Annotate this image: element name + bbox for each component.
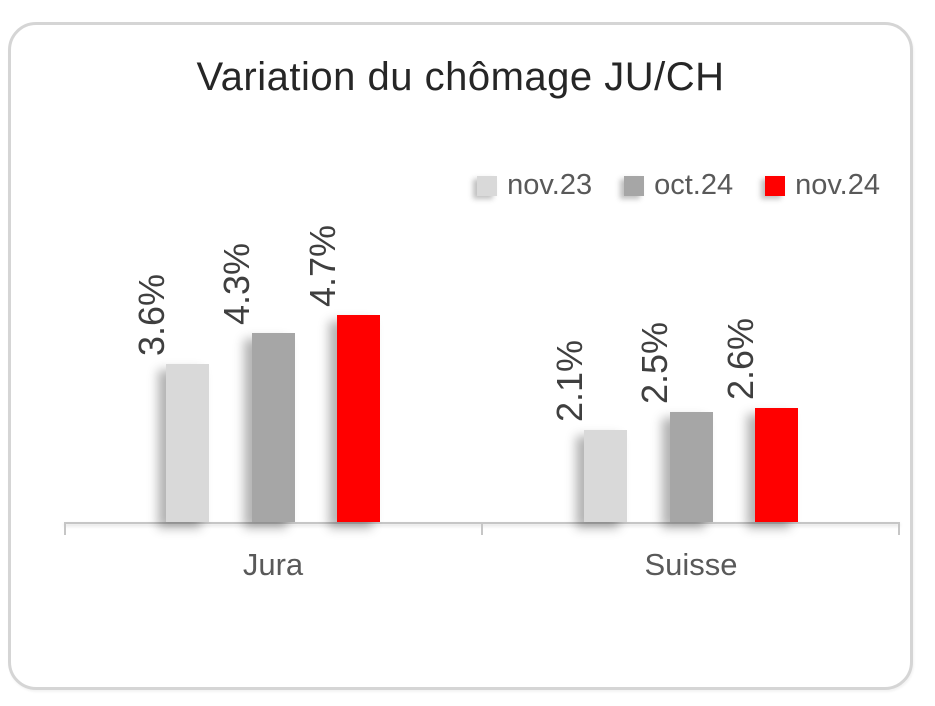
bar-nov24-jura	[337, 315, 380, 522]
x-axis-tick-middle	[481, 522, 483, 535]
legend-swatch-icon	[624, 175, 645, 196]
legend-item-nov24: nov.24	[765, 169, 880, 202]
bar-nov23-suisse	[584, 429, 627, 522]
bar-nov23-jura	[166, 363, 209, 522]
bar-value-label: 2.6%	[719, 317, 761, 400]
legend-label: oct.24	[654, 169, 734, 201]
bar-oct24-jura	[251, 332, 295, 522]
bar-value-label: 3.6%	[130, 273, 172, 356]
legend-item-oct24: oct.24	[624, 169, 733, 202]
bar-oct24-suisse	[669, 412, 713, 522]
legend-label: nov.24	[795, 169, 880, 201]
x-axis-tick-end	[898, 522, 900, 535]
bar-value-label: 2.5%	[634, 321, 675, 404]
plot-area: Jura 3.6% 4.3% 4.7% Suisse 2.1% 2.5% 2.6%	[11, 25, 916, 693]
legend: nov.23 oct.24 nov.24	[477, 169, 880, 202]
category-label-jura: Jura	[242, 547, 304, 582]
category-label-suisse: Suisse	[644, 547, 738, 582]
x-axis-tick-start	[64, 522, 66, 535]
bar-value-label: 4.7%	[301, 225, 343, 308]
legend-item-nov23: nov.23	[477, 169, 592, 202]
bar-value-label: 4.3%	[216, 242, 257, 325]
bar-value-label: 2.1%	[548, 339, 590, 422]
chart-card: Variation du chômage JU/CH nov.23 oct.24 n…	[8, 22, 913, 690]
chart-title: Variation du chômage JU/CH	[196, 55, 725, 99]
legend-label: nov.23	[507, 169, 593, 201]
legend-swatch-icon	[765, 175, 786, 196]
legend-swatch-icon	[477, 175, 498, 196]
bar-nov24-suisse	[755, 407, 798, 522]
